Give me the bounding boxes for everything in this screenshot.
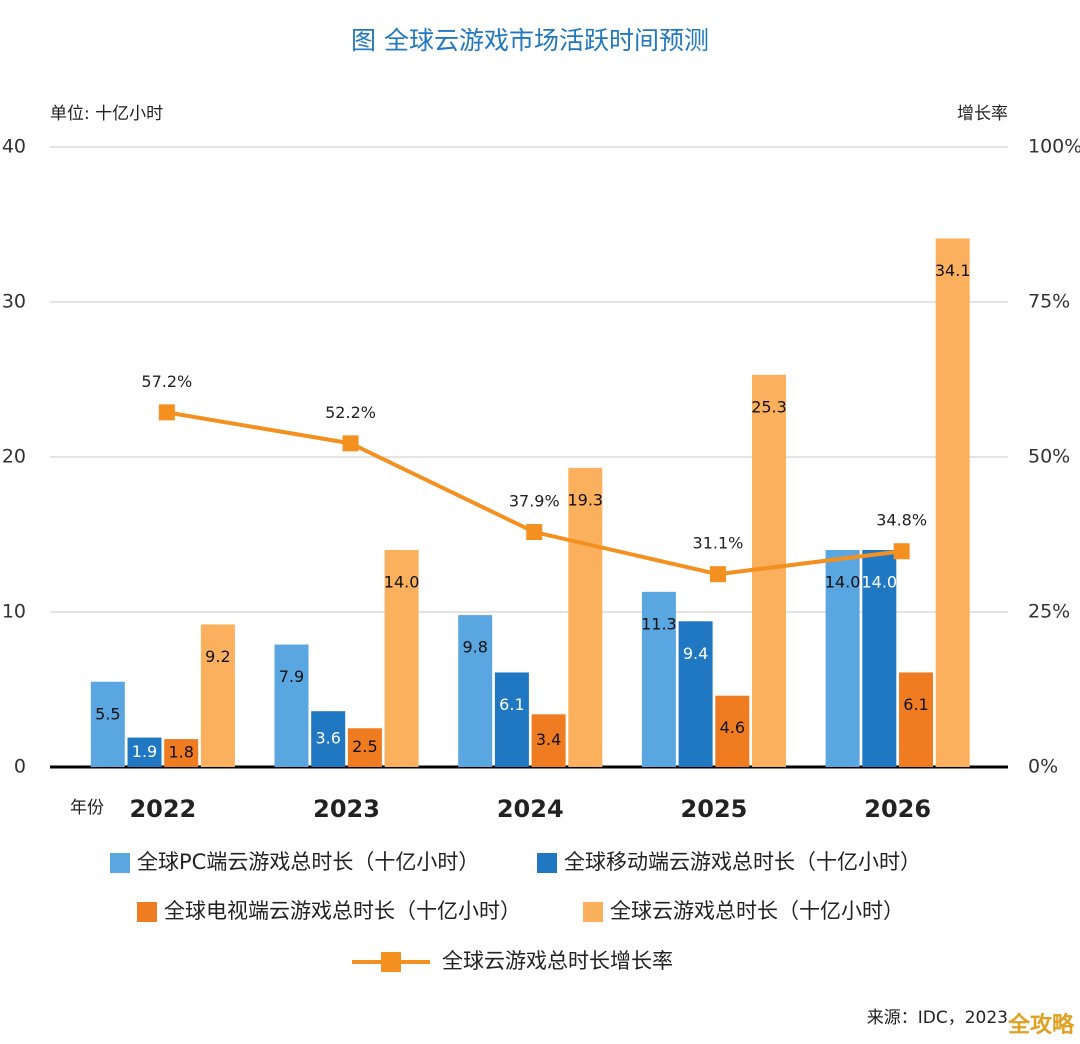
legend-marker xyxy=(137,902,157,922)
bar-value-label: 11.3 xyxy=(641,614,677,633)
bar-value-label: 14.0 xyxy=(825,573,861,592)
y-tick-label: 10 xyxy=(2,601,26,623)
bar-value-label: 5.5 xyxy=(95,704,120,723)
bar-value-label: 6.1 xyxy=(499,695,524,714)
bar xyxy=(862,550,897,767)
legend-label: 全球PC端云游戏总时长（十亿小时） xyxy=(137,850,479,874)
bar-value-label: 4.6 xyxy=(720,718,745,737)
bar xyxy=(494,672,529,767)
source: 来源：IDC，2023 xyxy=(867,1008,1008,1028)
line-marker xyxy=(893,543,910,560)
bar-value-label: 14.0 xyxy=(861,573,897,592)
bar xyxy=(200,624,235,767)
line-marker xyxy=(709,566,726,583)
bar-value-label: 9.4 xyxy=(683,644,708,663)
bar-value-label: 9.2 xyxy=(205,647,230,666)
bar-value-label: 6.1 xyxy=(903,695,928,714)
bar xyxy=(825,550,860,767)
legend-label: 全球云游戏总时长增长率 xyxy=(442,949,673,973)
bar xyxy=(458,615,493,767)
line-value-label: 37.9% xyxy=(509,492,560,511)
bar xyxy=(935,238,970,767)
bar-value-label: 3.4 xyxy=(536,730,561,749)
bar xyxy=(384,550,419,767)
line-marker xyxy=(526,524,543,541)
bar xyxy=(899,672,933,767)
bar-value-label: 1.8 xyxy=(168,743,193,762)
bar-value-label: 2.5 xyxy=(352,737,377,756)
x-tick-label: 2024 xyxy=(497,795,564,823)
x-tick-label: 2023 xyxy=(313,795,380,823)
y-tick-label: 30 xyxy=(2,291,26,313)
bar xyxy=(164,739,199,767)
line-value-label: 57.2% xyxy=(141,372,192,391)
y2-axis-label: 增长率 xyxy=(957,104,1008,124)
x-tick-label: 2026 xyxy=(864,795,931,823)
y2-tick-label: 0% xyxy=(1028,756,1058,778)
bar xyxy=(311,711,346,767)
y2-tick-label: 75% xyxy=(1028,291,1070,313)
bar-value-label: 19.3 xyxy=(567,490,603,509)
legend-marker xyxy=(583,902,603,922)
legend-marker xyxy=(381,952,401,972)
line-marker xyxy=(342,435,359,452)
bar xyxy=(641,591,676,767)
legend-marker xyxy=(537,853,557,873)
legend-marker xyxy=(110,853,130,873)
bar xyxy=(715,695,750,767)
x-tick-label: 2025 xyxy=(681,795,748,823)
x-tick-label: 2022 xyxy=(129,795,196,823)
watermark: 全攻略 xyxy=(1007,1012,1075,1038)
y2-tick-label: 25% xyxy=(1028,601,1070,623)
y-tick-label: 40 xyxy=(2,136,26,158)
x-axis-label: 年份 xyxy=(70,798,104,818)
bar xyxy=(274,644,309,767)
y2-tick-label: 50% xyxy=(1028,446,1070,468)
bar-value-label: 1.9 xyxy=(132,742,157,761)
line-value-label: 34.8% xyxy=(876,511,927,530)
bar xyxy=(347,728,382,767)
line-marker xyxy=(158,404,175,421)
bar xyxy=(568,467,603,767)
bar-value-label: 7.9 xyxy=(279,667,304,686)
bar-value-label: 14.0 xyxy=(384,573,420,592)
bar xyxy=(531,714,566,767)
y-tick-label: 0 xyxy=(14,756,26,778)
line-value-label: 52.2% xyxy=(325,403,376,422)
legend-label: 全球电视端云游戏总时长（十亿小时） xyxy=(164,899,521,923)
bar-value-label: 9.8 xyxy=(462,638,487,657)
line-value-label: 31.1% xyxy=(693,534,744,553)
y-tick-label: 20 xyxy=(2,446,26,468)
bar-value-label: 34.1 xyxy=(935,261,971,280)
bar xyxy=(127,737,162,767)
chart-title: 图 全球云游戏市场活跃时间预测 xyxy=(351,26,709,55)
y2-tick-label: 100% xyxy=(1028,136,1080,158)
bar-value-label: 3.6 xyxy=(315,729,340,748)
legend-label: 全球移动端云游戏总时长（十亿小时） xyxy=(564,850,921,874)
bar xyxy=(678,621,713,767)
bar-value-label: 25.3 xyxy=(751,397,787,416)
y-axis-label: 单位: 十亿小时 xyxy=(50,104,163,124)
bar xyxy=(90,681,125,767)
legend-label: 全球云游戏总时长（十亿小时） xyxy=(610,899,904,923)
